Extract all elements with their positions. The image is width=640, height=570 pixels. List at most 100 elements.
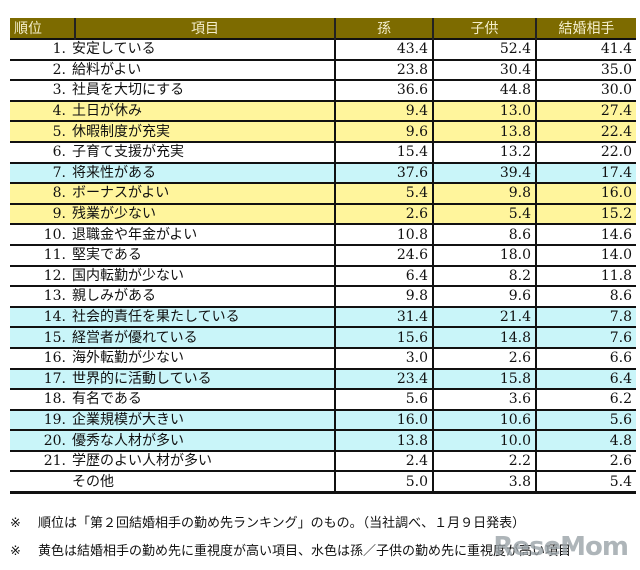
spouse-value: 11.8 (535, 264, 636, 287)
rank: 3. (52, 82, 66, 99)
rank: 17. (43, 370, 66, 387)
child-value: 5.4 (432, 202, 536, 225)
grandchild-value: 36.6 (334, 79, 433, 101)
header-row: 順位 項目 孫 子供 結婚相手 (10, 18, 636, 39)
item-cell: 20. 優秀な人材が多い (10, 429, 335, 451)
item-label: 子育て支援が充実 (72, 144, 184, 161)
child-value: 3.6 (432, 388, 536, 410)
spouse-value: 6.4 (535, 367, 636, 390)
item-cell: 21. 学歴のよい人材が多い (10, 449, 335, 472)
header-item: 項目 (74, 18, 335, 39)
child-value: 21.4 (432, 305, 536, 328)
table-row: 21. 学歴のよい人材が多い 2.4 2.2 2.6 (10, 449, 636, 472)
spouse-value: 27.4 (535, 99, 636, 122)
table-row: 7. 将来性がある 37.6 39.4 17.4 (10, 161, 636, 184)
grandchild-value: 37.6 (334, 161, 433, 184)
grandchild-value: 9.4 (334, 99, 433, 122)
child-value: 3.8 (432, 470, 536, 495)
grandchild-value: 23.4 (334, 367, 433, 390)
grandchild-value: 16.0 (334, 408, 433, 431)
table-row: 3. 社員を大切にする 36.6 44.8 30.0 (10, 79, 636, 101)
grandchild-value: 5.0 (334, 470, 433, 495)
grandchild-value: 31.4 (334, 305, 433, 328)
item-label: 企業規模が大きい (72, 411, 184, 428)
grandchild-value: 9.8 (334, 285, 433, 307)
child-value: 14.8 (432, 326, 536, 348)
rank: 13. (43, 288, 66, 305)
header-child: 子供 (432, 18, 536, 39)
grandchild-value: 23.8 (334, 58, 433, 81)
item-label: 海外転勤が少ない (72, 350, 184, 367)
item-label: 残業が少ない (72, 206, 156, 223)
header-spouse: 結婚相手 (535, 18, 636, 39)
spouse-value: 6.2 (535, 388, 636, 410)
table-row: 19. 企業規模が大きい 16.0 10.6 5.6 (10, 408, 636, 431)
spouse-value: 15.2 (535, 202, 636, 225)
item-label: 世界的に活動している (72, 370, 212, 387)
spouse-value: 16.0 (535, 182, 636, 204)
child-value: 8.2 (432, 264, 536, 287)
child-value: 13.8 (432, 120, 536, 142)
item-label: 将来性がある (72, 164, 156, 181)
grandchild-value: 2.6 (334, 202, 433, 225)
rank: 10. (43, 226, 66, 243)
table-row: 2. 給料がよい 23.8 30.4 35.0 (10, 58, 636, 81)
table-row: 8. ボーナスがよい 5.4 9.8 16.0 (10, 182, 636, 204)
item-label: 退職金や年金がよい (72, 226, 198, 243)
table-row: 14. 社会的責任を果たしている 31.4 21.4 7.8 (10, 305, 636, 328)
item-cell: 10. 退職金や年金がよい (10, 223, 335, 245)
item-label: 優秀な人材が多い (72, 432, 184, 449)
table-row: 13. 親しみがある 9.8 9.6 8.6 (10, 285, 636, 307)
rank: 12. (43, 267, 66, 284)
spouse-value: 22.4 (535, 120, 636, 142)
footnote-1: ※ 順位は「第２回結婚相手の勤め先ランキング」のもの。（当社調べ、１月９日発表） (10, 512, 525, 531)
watermark-logo: ReseMom (493, 532, 629, 562)
grandchild-value: 24.6 (334, 243, 433, 266)
table-row: 20. 優秀な人材が多い 13.8 10.0 4.8 (10, 429, 636, 451)
table-row: 4. 土日が休み 9.4 13.0 27.4 (10, 99, 636, 122)
spouse-value: 4.8 (535, 429, 636, 451)
note-mark: ※ (10, 516, 21, 531)
rank: 6. (52, 144, 66, 161)
spouse-value: 5.6 (535, 408, 636, 431)
item-cell: 13. 親しみがある (10, 285, 335, 307)
item-cell: 19. 企業規模が大きい (10, 408, 335, 431)
spouse-value: 6.6 (535, 346, 636, 369)
item-label: 国内転勤が少ない (72, 267, 184, 284)
rank: 21. (43, 453, 66, 470)
child-value: 30.4 (432, 58, 536, 81)
item-label: 給料がよい (72, 61, 142, 78)
child-value: 8.6 (432, 223, 536, 245)
child-value: 39.4 (432, 161, 536, 184)
child-value: 2.2 (432, 449, 536, 472)
table-row: 6. 子育て支援が充実 15.4 13.2 22.0 (10, 140, 636, 163)
child-value: 10.6 (432, 408, 536, 431)
grandchild-value: 13.8 (334, 429, 433, 451)
grandchild-value: 2.4 (334, 449, 433, 472)
rank: 9. (52, 206, 66, 223)
rank: 1. (52, 41, 66, 58)
item-cell: 14. 社会的責任を果たしている (10, 305, 335, 328)
note-text: 黄色は結婚相手の勤め先に重視度が高い項目、水色は孫／子供の勤め先に重視度が高い項… (38, 544, 572, 559)
table-row: その他 5.0 3.8 5.4 (10, 470, 636, 495)
note-mark: ※ (10, 544, 21, 559)
spouse-value: 41.4 (535, 38, 636, 60)
child-value: 9.6 (432, 285, 536, 307)
grandchild-value: 6.4 (334, 264, 433, 287)
table-row: 12. 国内転勤が少ない 6.4 8.2 11.8 (10, 264, 636, 287)
table-row: 18. 有名である 5.6 3.6 6.2 (10, 388, 636, 410)
table-row: 17. 世界的に活動している 23.4 15.8 6.4 (10, 367, 636, 390)
footnote-2: ※ 黄色は結婚相手の勤め先に重視度が高い項目、水色は孫／子供の勤め先に重視度が高い… (10, 540, 571, 559)
spouse-value: 17.4 (535, 161, 636, 184)
item-cell: 6. 子育て支援が充実 (10, 140, 335, 163)
item-label: その他 (72, 473, 114, 490)
rank: 18. (43, 391, 66, 408)
rank: 11. (43, 247, 66, 264)
item-cell: 8. ボーナスがよい (10, 182, 335, 204)
child-value: 44.8 (432, 79, 536, 101)
item-label: ボーナスがよい (72, 185, 170, 202)
item-label: 社会的責任を果たしている (72, 309, 240, 326)
child-value: 15.8 (432, 367, 536, 390)
child-value: 13.2 (432, 140, 536, 163)
grandchild-value: 43.4 (334, 38, 433, 60)
